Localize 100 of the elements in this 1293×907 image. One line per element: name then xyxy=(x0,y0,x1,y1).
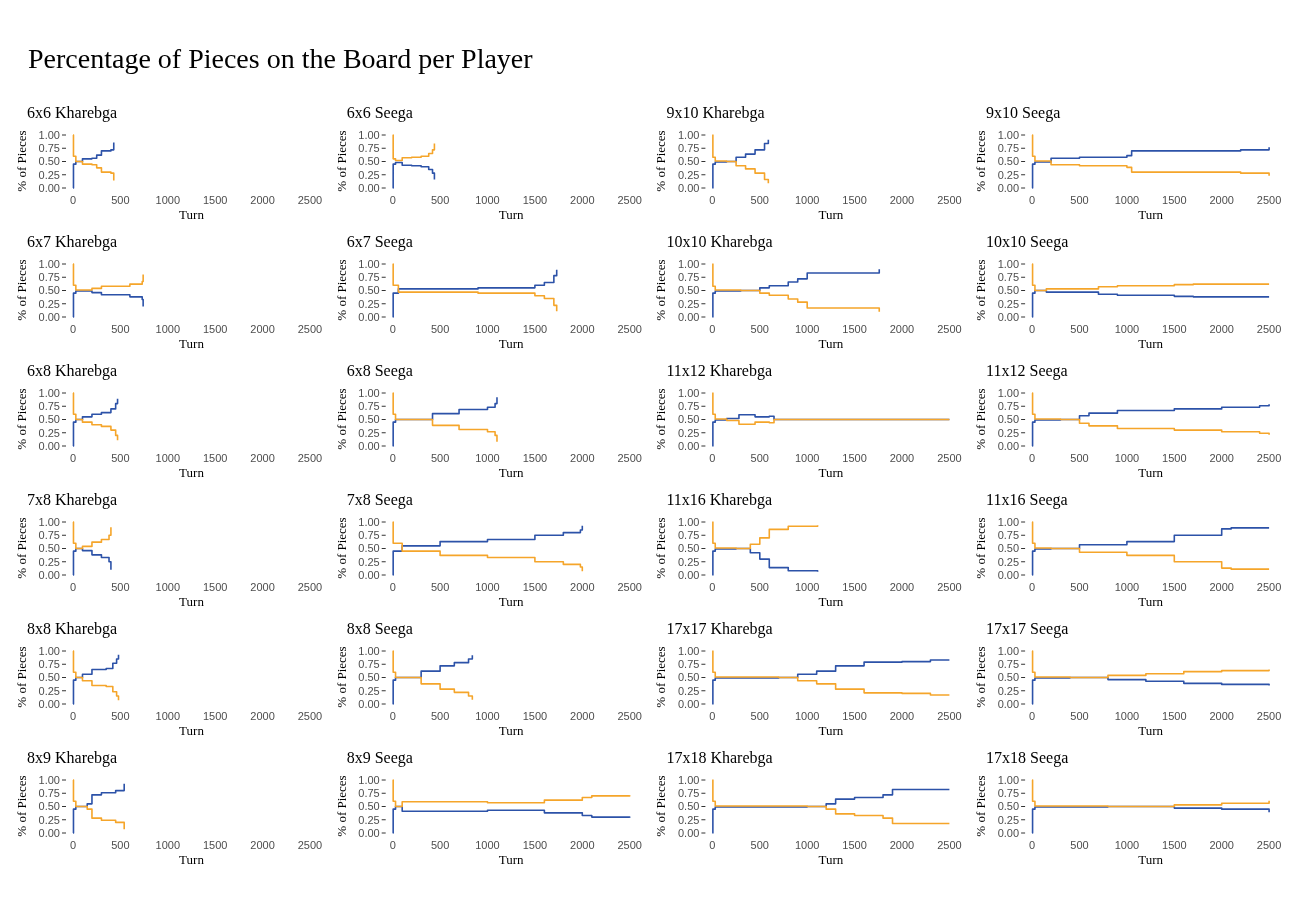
x-tick-label: 2500 xyxy=(1256,710,1282,722)
y-tick-label: 0.50 xyxy=(677,155,700,168)
y-tick-label: 1.00 xyxy=(997,644,1020,657)
x-tick-label: 1500 xyxy=(202,323,228,335)
x-tick-label: 1500 xyxy=(1162,323,1187,335)
y-axis-title: % of Pieces xyxy=(333,259,349,321)
x-axis-title: Turn xyxy=(498,594,525,609)
y-tick-label: 0.75 xyxy=(677,142,700,155)
y-tick-label: 0.50 xyxy=(997,155,1020,168)
x-tick-label: 1500 xyxy=(842,194,867,206)
chart-title: 11x12 Kharebga xyxy=(666,362,772,380)
x-tick-label: 500 xyxy=(1070,710,1089,722)
x-tick-label: 1000 xyxy=(794,323,820,335)
y-tick-label: 0.00 xyxy=(997,826,1020,839)
y-tick-label: 0.00 xyxy=(997,568,1020,581)
y-axis-title: % of Pieces xyxy=(653,130,669,192)
x-tick-label: 2000 xyxy=(250,452,275,464)
x-tick-label: 2500 xyxy=(937,839,962,851)
y-tick-label: 0.50 xyxy=(997,671,1020,684)
y-tick-label: 0.50 xyxy=(38,155,60,168)
chart-title: 11x16 Seega xyxy=(986,491,1068,509)
y-tick-label: 0.50 xyxy=(38,800,60,813)
y-tick-label: 1.00 xyxy=(677,773,700,786)
x-axis-title: Turn xyxy=(818,852,844,867)
x-tick-label: 2500 xyxy=(297,323,323,335)
y-tick-label: 0.50 xyxy=(38,542,60,555)
y-tick-label: 0.50 xyxy=(677,671,700,684)
y-tick-label: 0.25 xyxy=(38,168,60,181)
x-axis-title: Turn xyxy=(1138,207,1164,222)
x-axis-title: Turn xyxy=(179,723,205,738)
y-tick-label: 1.00 xyxy=(38,644,60,657)
x-tick-label: 500 xyxy=(1070,323,1089,335)
x-tick-label: 2000 xyxy=(570,839,595,851)
x-tick-label: 500 xyxy=(430,452,450,464)
chart-title: 9x10 Seega xyxy=(986,104,1061,122)
y-tick-label: 0.75 xyxy=(358,271,380,284)
x-tick-label: 0 xyxy=(1029,323,1036,335)
y-tick-label: 1.00 xyxy=(997,773,1020,786)
x-tick-label: 2000 xyxy=(1209,323,1234,335)
x-axis-title: Turn xyxy=(179,336,205,351)
chart-title: 10x10 Seega xyxy=(986,233,1069,251)
x-tick-label: 1500 xyxy=(1162,839,1187,851)
x-tick-label: 2000 xyxy=(1209,839,1234,851)
x-axis-title: Turn xyxy=(818,723,844,738)
x-tick-label: 0 xyxy=(1029,452,1036,464)
y-tick-label: 0.50 xyxy=(997,284,1020,297)
x-axis-title: Turn xyxy=(1138,336,1164,351)
chart-title: 7x8 Kharebga xyxy=(27,491,118,509)
x-tick-label: 0 xyxy=(389,323,396,335)
x-tick-label: 500 xyxy=(750,839,769,851)
y-tick-label: 0.25 xyxy=(677,813,700,826)
x-tick-label: 1000 xyxy=(155,452,181,464)
x-tick-label: 1000 xyxy=(794,194,820,206)
y-tick-label: 1.00 xyxy=(358,128,380,141)
chart-title: 9x10 Kharebga xyxy=(666,104,765,122)
x-axis-title: Turn xyxy=(1138,465,1164,480)
x-tick-label: 2500 xyxy=(297,839,323,851)
y-axis-title: % of Pieces xyxy=(653,517,669,579)
x-axis-title: Turn xyxy=(1138,852,1164,867)
x-tick-label: 2500 xyxy=(937,323,962,335)
y-tick-label: 1.00 xyxy=(38,386,60,399)
x-tick-label: 2500 xyxy=(1256,839,1282,851)
x-tick-label: 1000 xyxy=(155,839,181,851)
y-tick-label: 0.00 xyxy=(677,181,700,194)
x-tick-label: 2500 xyxy=(1256,581,1282,593)
x-axis-title: Turn xyxy=(1138,594,1164,609)
y-tick-label: 0.00 xyxy=(358,568,380,581)
y-tick-label: 0.25 xyxy=(358,426,380,439)
y-axis-title: % of Pieces xyxy=(333,517,349,579)
y-tick-label: 0.50 xyxy=(358,542,380,555)
x-tick-label: 1000 xyxy=(1114,581,1140,593)
y-tick-label: 0.25 xyxy=(677,297,700,310)
y-tick-label: 0.75 xyxy=(677,400,700,413)
x-axis-title: Turn xyxy=(498,336,525,351)
y-axis-title: % of Pieces xyxy=(333,646,349,708)
x-tick-label: 500 xyxy=(1070,194,1089,206)
x-tick-label: 500 xyxy=(750,452,769,464)
y-tick-label: 0.50 xyxy=(677,284,700,297)
y-tick-label: 0.00 xyxy=(677,826,700,839)
x-tick-label: 0 xyxy=(1029,194,1036,206)
x-tick-label: 500 xyxy=(750,581,769,593)
x-tick-label: 500 xyxy=(111,323,130,335)
x-tick-label: 0 xyxy=(709,452,716,464)
chart-title: 6x7 Kharebga xyxy=(27,233,118,251)
x-tick-label: 0 xyxy=(69,194,77,206)
x-tick-label: 1000 xyxy=(475,710,500,722)
x-tick-label: 2000 xyxy=(250,710,275,722)
y-tick-label: 0.00 xyxy=(38,826,60,839)
x-tick-label: 0 xyxy=(709,581,716,593)
x-tick-label: 500 xyxy=(430,581,450,593)
text: Percentage of Pieces on the Board per Player xyxy=(28,43,534,74)
x-tick-label: 2000 xyxy=(570,581,595,593)
y-tick-label: 1.00 xyxy=(358,773,380,786)
x-tick-label: 500 xyxy=(430,839,450,851)
x-tick-label: 1500 xyxy=(202,839,228,851)
y-tick-label: 0.50 xyxy=(677,800,700,813)
x-tick-label: 0 xyxy=(69,839,77,851)
x-tick-label: 2000 xyxy=(570,710,595,722)
y-tick-label: 0.25 xyxy=(38,297,60,310)
x-tick-label: 2000 xyxy=(889,710,915,722)
